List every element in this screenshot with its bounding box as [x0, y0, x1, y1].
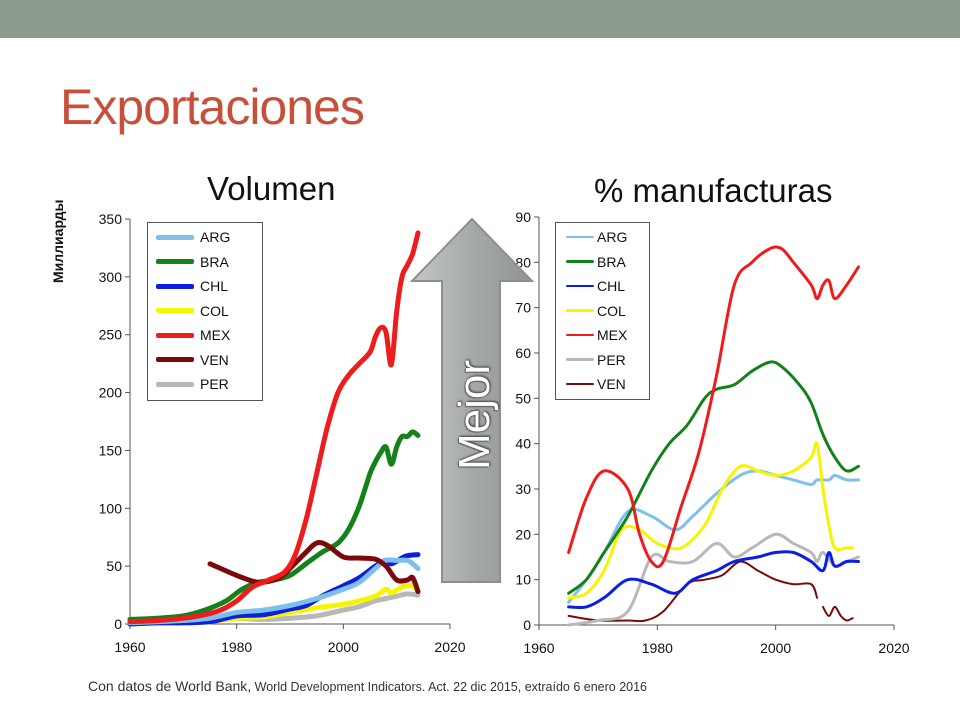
slide-title: Exportaciones — [60, 79, 365, 135]
legend-item-per: PER — [148, 373, 262, 397]
legend-label: PER — [597, 351, 626, 368]
y-tick-label: 100 — [99, 500, 123, 516]
series-line-mex — [127, 230, 421, 625]
y-tick-label: 20 — [515, 526, 531, 542]
y-tick-label: 350 — [99, 211, 123, 227]
y-tick-label: 0 — [523, 617, 531, 633]
x-tick-label: 1960 — [114, 639, 145, 655]
legend-swatch — [156, 357, 194, 362]
legend-manufacturing: ARG BRA CHL COL MEX PER VEN — [555, 222, 650, 400]
legend-label: MEX — [597, 327, 628, 343]
legend-label: MEX — [200, 327, 231, 343]
legend-label: ARG — [200, 229, 231, 245]
legend-label: VEN — [200, 351, 229, 368]
y-tick-label: 200 — [99, 385, 123, 401]
up-arrow-icon — [410, 217, 534, 583]
legend-swatch — [566, 382, 594, 386]
chart-title-manufacturing: % manufacturas — [594, 172, 833, 209]
x-tick-label: 1980 — [642, 640, 673, 656]
legend-label: BRA — [200, 253, 229, 270]
legend-item-arg: ARG — [556, 226, 649, 250]
y-tick-label: 0 — [114, 616, 122, 632]
legend-swatch — [156, 283, 194, 289]
top-accent-bar — [0, 0, 960, 38]
y-tick-label: 150 — [99, 442, 123, 458]
source-main: Con datos de World Bank, — [88, 678, 252, 694]
y-axis-label-left: Миллиарды — [50, 199, 66, 284]
legend-label: ARG — [597, 229, 628, 245]
legend-label: PER — [200, 376, 229, 392]
legend-label: COL — [200, 302, 229, 319]
series-line-arg — [567, 469, 860, 604]
source-note: Con datos de World Bank, World Developme… — [88, 678, 647, 694]
x-tick-label: 1960 — [523, 640, 554, 656]
x-tick-label: 2020 — [878, 640, 909, 656]
series-line-bra — [127, 429, 421, 622]
y-tick-label: 70 — [515, 300, 531, 316]
legend-label: BRA — [597, 253, 626, 270]
series-line-ven — [822, 605, 854, 622]
legend-item-chl: CHL — [556, 275, 649, 299]
series-line-ven — [207, 540, 421, 595]
source-detail: World Development Indicators. Act. 22 di… — [251, 680, 648, 694]
legend-swatch — [566, 260, 594, 263]
legend-swatch — [566, 309, 594, 312]
y-tick-label: 40 — [515, 436, 531, 452]
legend-swatch — [156, 308, 194, 313]
y-tick-label: 50 — [106, 558, 122, 574]
chart-title-volume: Volumen — [207, 170, 336, 207]
legend-swatch — [566, 284, 594, 288]
legend-item-ven: VEN — [556, 373, 649, 397]
series-line-chl — [567, 550, 860, 610]
series-line-col — [567, 441, 855, 600]
legend-swatch — [566, 358, 594, 361]
legend-item-arg: ARG — [148, 226, 262, 250]
y-tick-label: 300 — [99, 269, 123, 285]
series-line-chl — [127, 552, 421, 627]
legend-item-col: COL — [148, 300, 262, 324]
x-tick-label: 2020 — [434, 639, 465, 655]
legend-label: VEN — [597, 376, 626, 392]
legend-label: COL — [597, 302, 626, 319]
legend-item-mex: MEX — [556, 324, 649, 348]
x-tick-label: 2000 — [328, 639, 359, 655]
series-line-per — [567, 532, 860, 627]
legend-swatch — [156, 332, 194, 338]
y-tick-label: 10 — [515, 572, 531, 588]
legend-label: CHL — [200, 278, 229, 294]
series-line-mex — [567, 245, 860, 569]
legend-item-bra: BRA — [556, 251, 649, 275]
y-tick-label: 90 — [515, 209, 531, 225]
legend-volume: ARG BRA CHL COL MEX VEN PER — [147, 222, 263, 401]
series-line-ven — [567, 560, 819, 623]
legend-swatch — [566, 333, 594, 337]
legend-item-mex: MEX — [148, 324, 262, 348]
y-tick-label: 60 — [515, 345, 531, 361]
legend-item-ven: VEN — [148, 349, 262, 373]
legend-item-per: PER — [556, 349, 649, 373]
legend-label: CHL — [597, 278, 626, 294]
arrow-label: Mejor — [450, 359, 499, 471]
x-tick-label: 2000 — [760, 640, 791, 656]
legend-item-bra: BRA — [148, 251, 262, 275]
y-tick-label: 250 — [99, 327, 123, 343]
legend-swatch — [156, 259, 194, 264]
series-line-arg — [127, 557, 421, 626]
legend-swatch — [566, 235, 594, 239]
legend-item-chl: CHL — [148, 275, 262, 299]
y-tick-label: 50 — [515, 390, 531, 406]
y-tick-label: 30 — [515, 481, 531, 497]
y-tick-label: 80 — [515, 254, 531, 270]
legend-swatch — [156, 234, 194, 240]
x-tick-label: 1980 — [221, 639, 252, 655]
series-line-bra — [567, 360, 860, 595]
legend-item-col: COL — [556, 300, 649, 324]
legend-swatch — [156, 381, 194, 387]
